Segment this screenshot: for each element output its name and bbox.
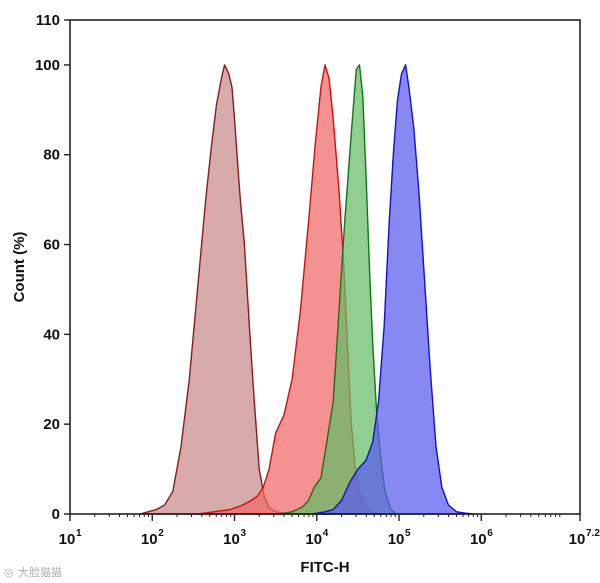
x-tick-label: 10 3 [223,528,246,548]
y-tick-label: 40 [43,326,60,343]
y-tick-label: 20 [43,416,60,433]
y-tick-label: 80 [43,147,60,164]
x-tick-label: 10 1 [59,528,82,548]
y-tick-label: 110 [36,12,60,29]
x-tick-exponent: 7.2 [586,528,600,539]
watermark: ◎ 大脸猫猫 [4,565,62,579]
y-tick-label: 0 [52,506,60,523]
x-tick-exponent: 3 [241,528,247,539]
y-tick-label: 60 [43,237,60,254]
y-axis: 0 20 40 60 80 100 110 [35,12,70,523]
x-tick-base: 10 [305,531,322,548]
watermark-text: 大脸猫猫 [18,565,62,579]
series-layer [139,64,474,515]
x-tick-base: 10 [223,531,240,548]
x-tick-label: 10 2 [141,528,164,548]
x-axis-title: FITC-H [300,559,349,576]
y-tick-label: 100 [35,57,60,74]
x-tick-label: 10 5 [388,528,411,548]
x-tick-exponent: 5 [405,528,411,539]
x-tick-base: 10 [569,531,586,548]
x-tick-exponent: 2 [158,528,164,539]
y-axis-title: Count (%) [11,232,28,303]
paw-icon: ◎ [4,566,14,579]
plot-frame [69,19,581,515]
histogram-series-4 [312,64,474,515]
x-tick-exponent: 6 [487,528,493,539]
x-tick-exponent: 4 [323,528,329,539]
x-axis: 10 1 10 2 10 3 10 4 10 5 10 6 10 7.2 [59,514,600,548]
x-tick-exponent: 1 [76,528,82,539]
x-tick-label: 10 4 [305,528,328,548]
x-tick-base: 10 [470,531,487,548]
x-tick-label: 10 7.2 [569,528,600,548]
x-tick-label: 10 6 [470,528,493,548]
x-tick-base: 10 [388,531,405,548]
x-tick-base: 10 [59,531,76,548]
x-tick-base: 10 [141,531,158,548]
